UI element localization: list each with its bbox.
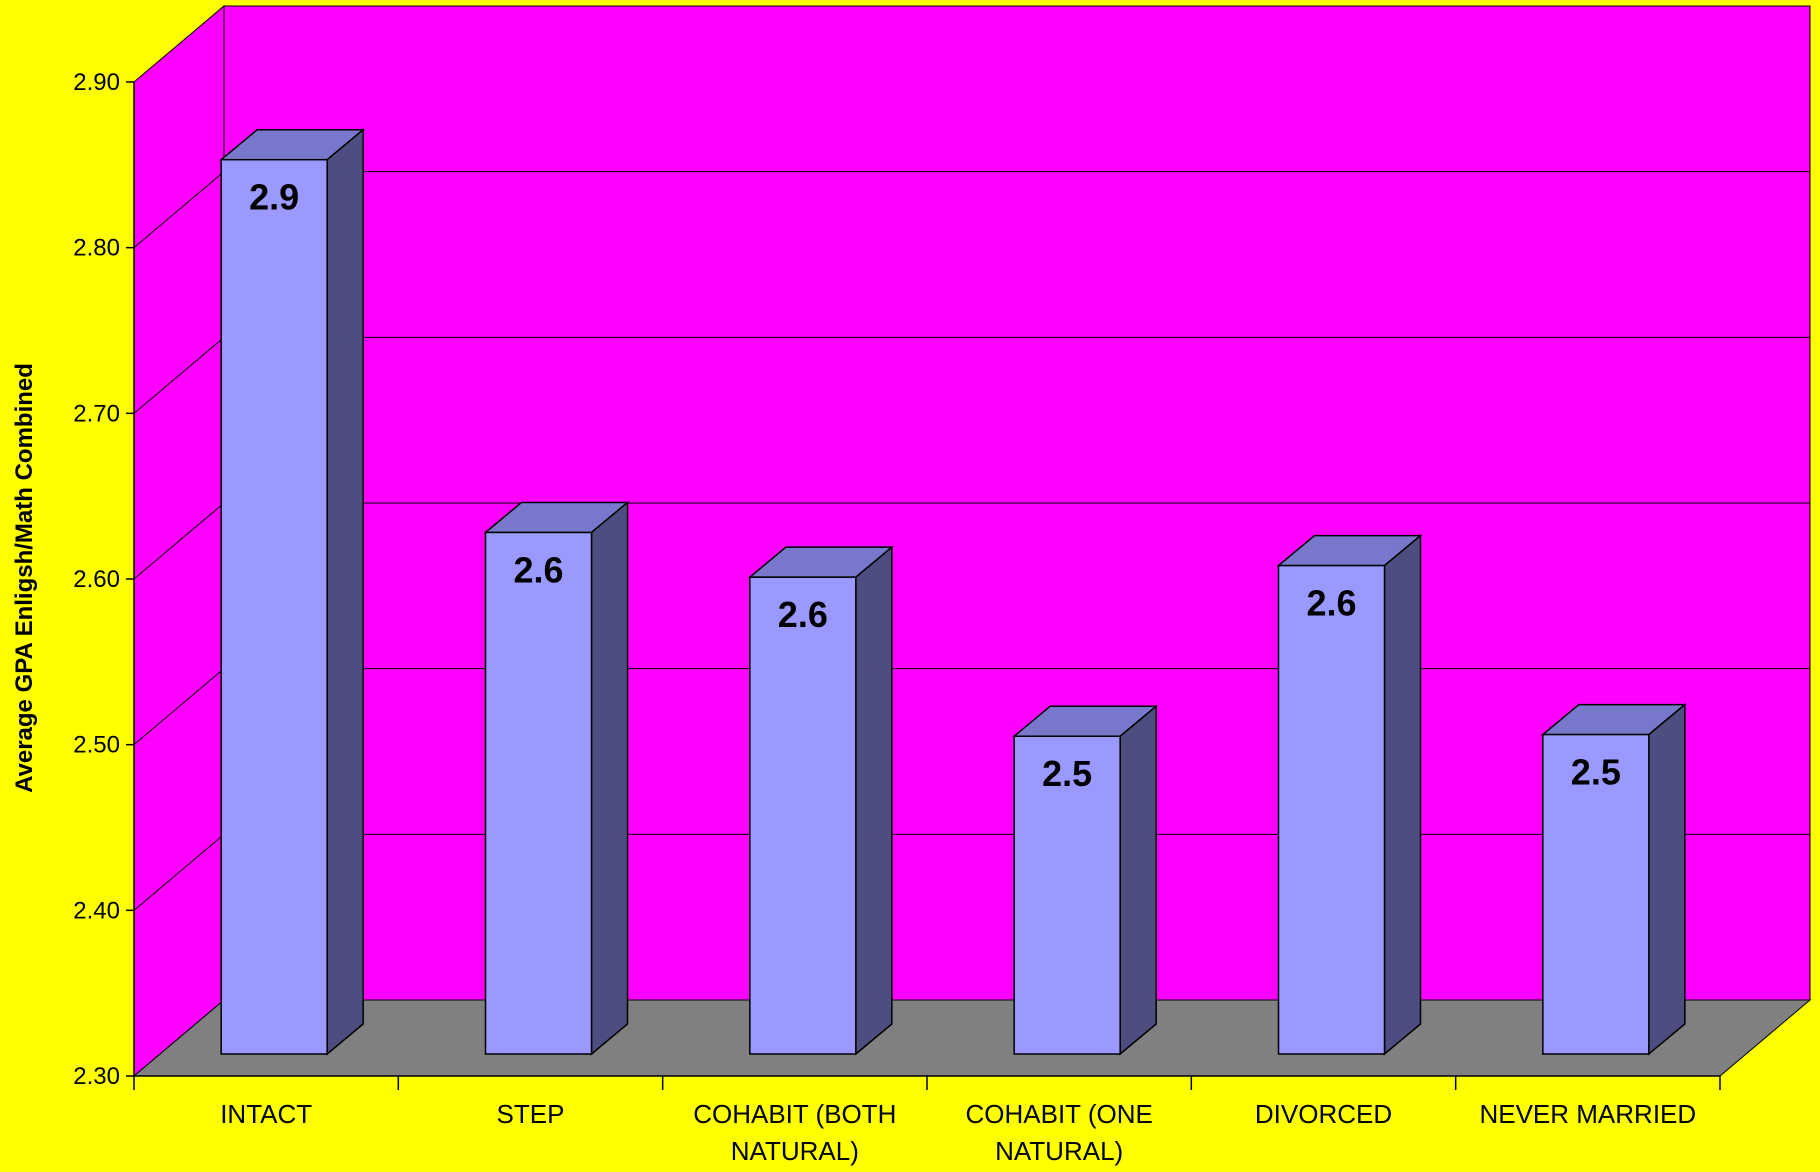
data-label: 2.6	[778, 594, 828, 635]
bar-side	[1648, 702, 1686, 1056]
bar-side	[855, 545, 893, 1056]
x-tick-label: COHABIT (ONE NATURAL)	[966, 1099, 1153, 1166]
x-tick-label-line: INTACT	[220, 1099, 312, 1129]
bar	[1012, 704, 1159, 1056]
bar-front	[1013, 735, 1121, 1055]
y-tick-label: 2.50	[73, 732, 120, 759]
bar	[747, 545, 894, 1056]
gridline-side	[133, 336, 225, 414]
data-label: 2.6	[1306, 583, 1356, 624]
y-tick-label: 2.60	[73, 566, 120, 593]
data-label: 2.5	[1571, 752, 1621, 793]
x-tick-label-line: COHABIT (ONE	[966, 1099, 1153, 1129]
x-tick-label: NEVER MARRIED	[1479, 1099, 1696, 1129]
x-tick-label: STEP	[497, 1099, 565, 1129]
bar-side	[326, 128, 364, 1056]
y-tick-label: 2.80	[73, 235, 120, 262]
bar-front	[484, 531, 593, 1055]
y-tick-labels: 2.30 2.40 2.50 2.60 2.70 2.80 2.90	[73, 69, 120, 1090]
y-tick-label: 2.90	[73, 69, 120, 96]
bar	[483, 500, 630, 1056]
x-tick-label-line: COHABIT (BOTH	[693, 1099, 896, 1129]
x-tick-label: INTACT	[220, 1099, 312, 1129]
bar-front	[1277, 564, 1386, 1055]
bar	[1276, 533, 1423, 1056]
bar-side	[1383, 533, 1422, 1056]
bar-front	[220, 158, 328, 1055]
bar-side	[590, 500, 629, 1056]
y-tick-label: 2.30	[73, 1063, 120, 1090]
gridline-side	[133, 171, 225, 249]
bar-front	[749, 576, 857, 1055]
gridline-side	[133, 668, 225, 746]
x-tick-label-line: NATURAL)	[995, 1136, 1123, 1166]
data-label: 2.9	[249, 177, 299, 218]
gridline-side	[133, 833, 225, 911]
x-tick-label-line: STEP	[497, 1099, 565, 1129]
bar-side	[1119, 704, 1157, 1056]
bars	[219, 128, 1687, 1056]
bar-front	[1542, 733, 1650, 1055]
x-tick-label-line: NATURAL)	[731, 1136, 859, 1166]
y-axis-label: Average GPA Enligsh/Math Combined	[11, 363, 38, 793]
bar	[219, 128, 366, 1056]
data-labels: 2.9 2.6 2.6 2.5 2.6 2.5	[249, 177, 1621, 795]
data-label: 2.5	[1042, 753, 1092, 794]
y-tick-label: 2.70	[73, 400, 120, 427]
x-tick-label: DIVORCED	[1255, 1099, 1392, 1129]
x-tick-label: COHABIT (BOTH NATURAL)	[693, 1099, 896, 1166]
gridline-side	[133, 502, 225, 580]
x-tick-label-line: DIVORCED	[1255, 1099, 1392, 1129]
bar	[1540, 702, 1687, 1056]
x-tick-label-line: NEVER MARRIED	[1479, 1099, 1696, 1129]
y-tick-label: 2.40	[73, 897, 120, 924]
axes	[126, 81, 1721, 1090]
x-tick-labels: INTACT STEP COHABIT (BOTH NATURAL)COHABIT (…	[220, 1099, 1696, 1166]
data-label: 2.6	[513, 549, 563, 590]
